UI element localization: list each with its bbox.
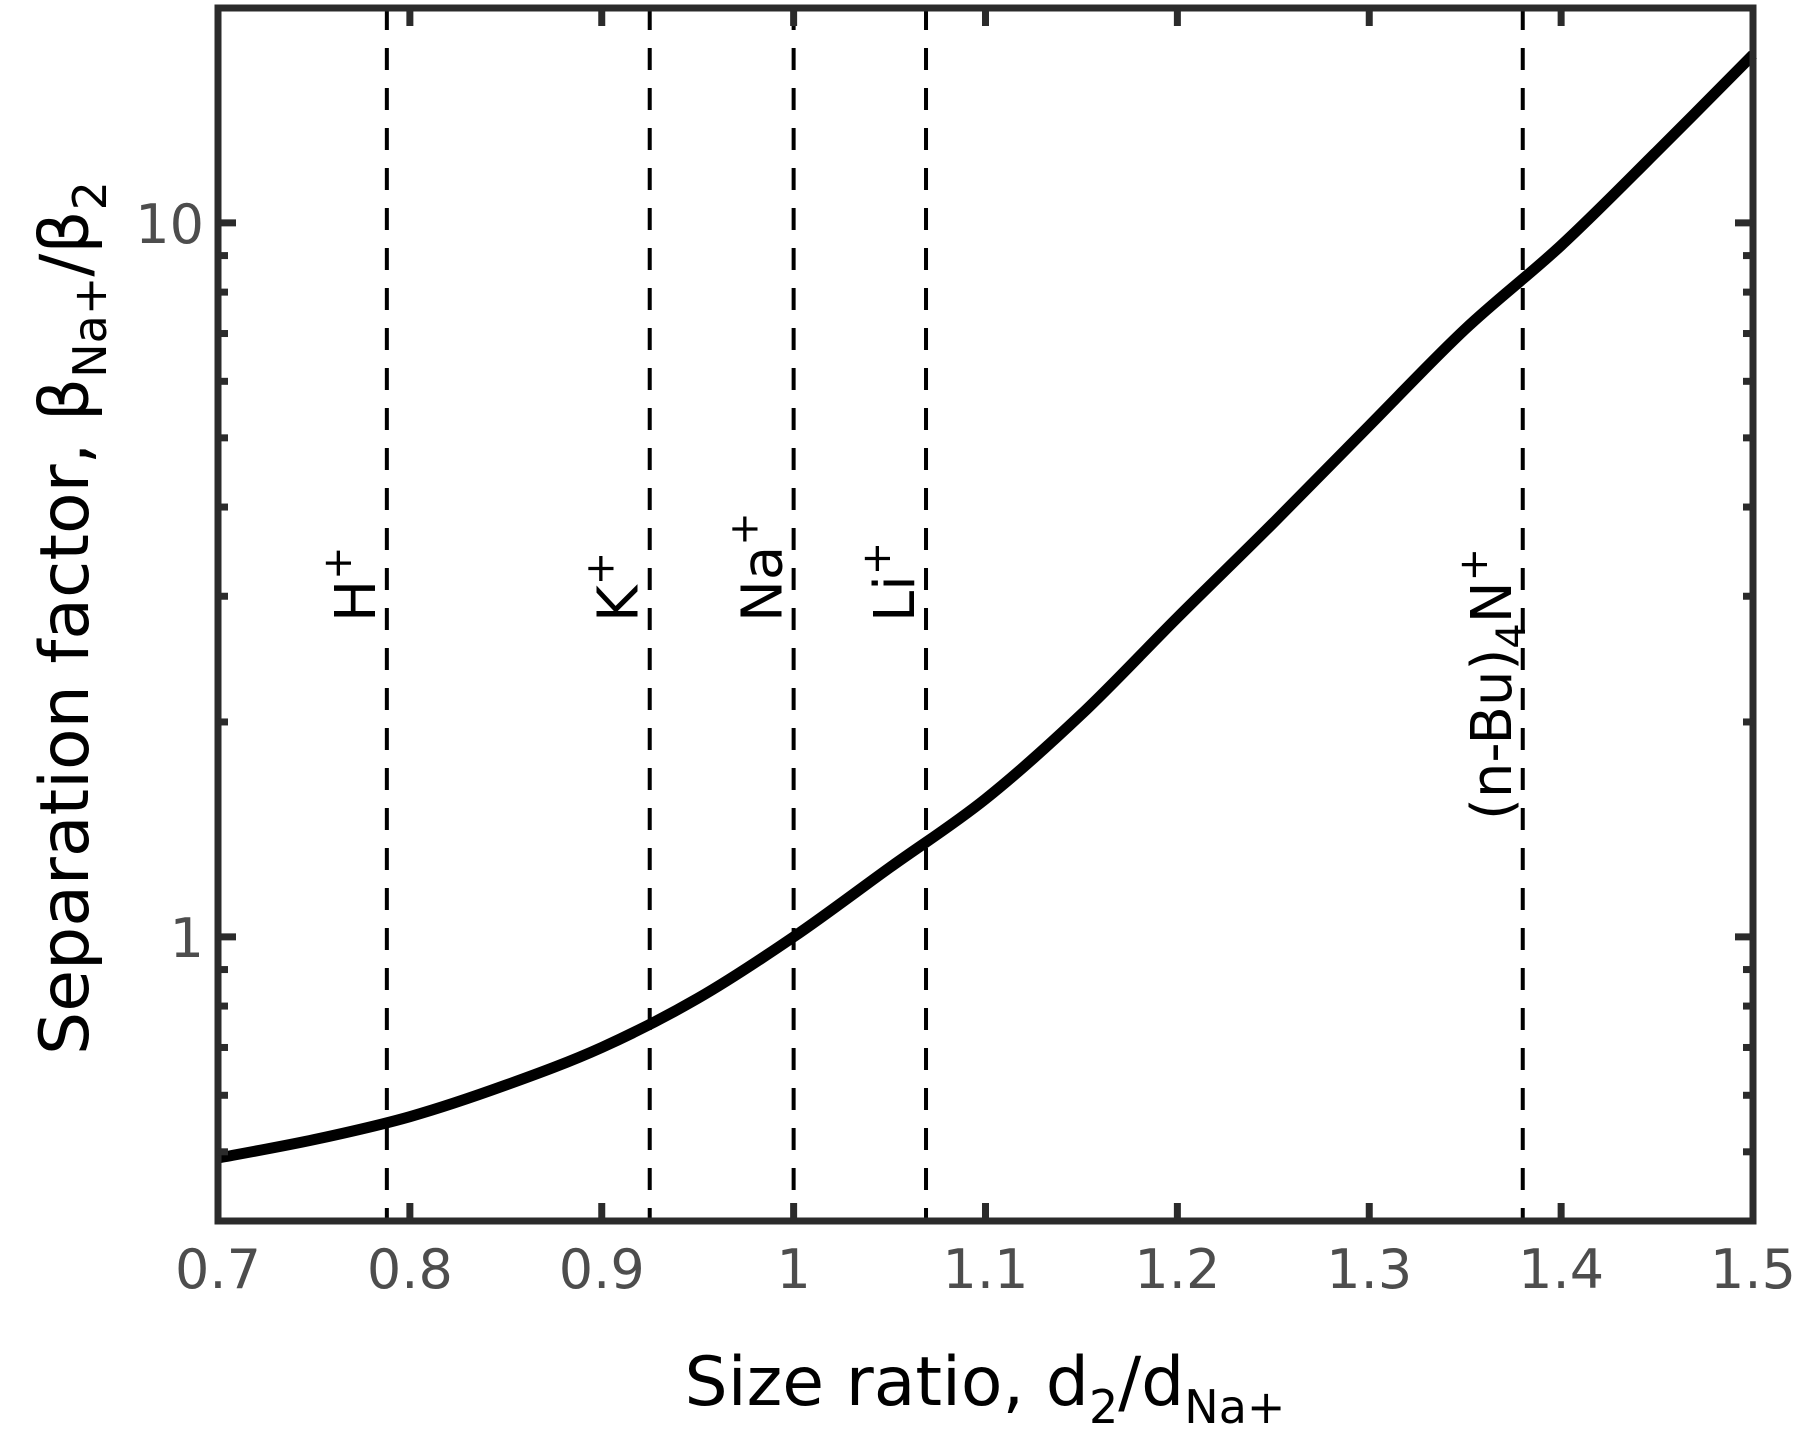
x-tick-labels: 0.7 0.8 0.9 1 1.1 1.2 1.3 1.4 1.5: [175, 1238, 1796, 1301]
ion-labels: H+ K+ Na+ Li+ (n-Bu)4N+: [315, 512, 1535, 820]
x-axis-label: Size ratio, d2/dNa+: [685, 1343, 1286, 1434]
ion-label: K+: [578, 552, 652, 622]
x-tick-label: 1.5: [1710, 1238, 1796, 1301]
x-tick-label: 1.4: [1518, 1238, 1604, 1301]
y-tick-label: 10: [135, 193, 204, 256]
x-tick-label: 1.3: [1326, 1238, 1412, 1301]
x-tick-label: 1.1: [943, 1238, 1029, 1301]
x-tick-label: 0.9: [559, 1238, 645, 1301]
x-tick-label: 0.7: [175, 1238, 261, 1301]
ion-label: Na+: [722, 512, 796, 622]
ion-label: (n-Bu)4N+: [1451, 548, 1535, 820]
y-tick-label: 1: [170, 907, 204, 970]
axis-ticks: [214, 4, 1757, 1221]
ion-label: H+: [315, 546, 389, 622]
x-tick-label: 1.2: [1134, 1238, 1220, 1301]
separation-factor-curve: [216, 50, 1757, 1164]
y-tick-labels: 1 10: [135, 193, 204, 970]
y-axis-label: Separation factor, βNa+/β2: [26, 181, 117, 1055]
x-tick-label: 1: [776, 1238, 810, 1301]
x-tick-label: 0.8: [367, 1238, 453, 1301]
reference-lines: [384, 8, 1525, 1221]
ion-label: Li+: [854, 542, 928, 622]
